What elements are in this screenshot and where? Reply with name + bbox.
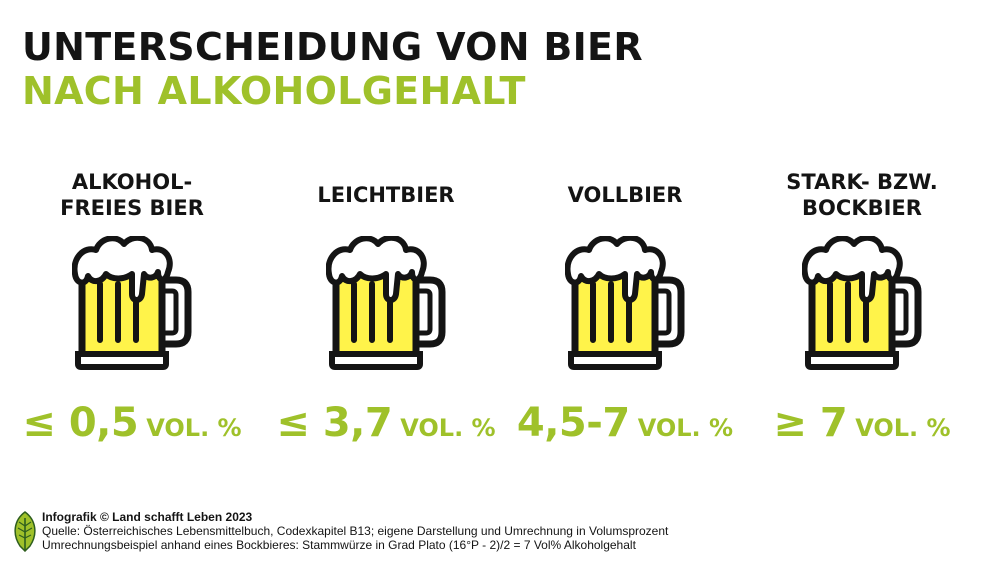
alcohol-value: ≤ 3,7 VOL. % xyxy=(266,400,506,446)
alcohol-value-unit: VOL. % xyxy=(637,414,734,442)
alcohol-value-unit: VOL. % xyxy=(146,414,242,442)
beer-mug-icon xyxy=(802,236,922,370)
beer-mug-icon xyxy=(565,236,685,370)
footer-credit: Infografik © Land schafft Leben 2023 xyxy=(42,510,253,524)
beer-mug-icon xyxy=(72,236,192,370)
category-card-leichtbier: LEICHTBIER ≤ 3,7 VOL. % xyxy=(266,160,506,460)
category-label: STARK- BZW. BOCKBIER xyxy=(742,160,982,230)
category-card-starkbier: STARK- BZW. BOCKBIER ≥ 7 VOL. % xyxy=(742,160,982,460)
category-label-line: LEICHTBIER xyxy=(317,183,455,207)
category-label-line: FREIES BIER xyxy=(60,196,204,220)
category-label: ALKOHOL- FREIES BIER xyxy=(12,160,252,230)
footer-text: Infografik © Land schafft Leben 2023 Que… xyxy=(42,510,668,552)
category-label-line: VOLLBIER xyxy=(567,183,683,207)
footer: Infografik © Land schafft Leben 2023 Que… xyxy=(10,510,970,562)
alcohol-value-unit: VOL. % xyxy=(400,414,496,442)
category-card-alkoholfrei: ALKOHOL- FREIES BIER ≤ 0,5 VOL. % xyxy=(12,160,252,460)
beer-mug-icon xyxy=(326,236,446,370)
footer-example: Umrechnungsbeispiel anhand eines Bockbie… xyxy=(42,538,636,552)
category-label-line: ALKOHOL- xyxy=(71,170,193,194)
alcohol-value: 4,5-7 VOL. % xyxy=(505,400,745,446)
page-title: UNTERSCHEIDUNG VON BIER xyxy=(22,25,643,69)
alcohol-value-number: ≤ 0,5 xyxy=(22,400,139,446)
alcohol-value: ≤ 0,5 VOL. % xyxy=(12,400,252,446)
footer-source: Quelle: Österreichisches Lebensmittelbuc… xyxy=(42,524,669,538)
alcohol-value-number: 4,5-7 xyxy=(516,400,630,446)
category-label-line: STARK- BZW. xyxy=(786,170,938,194)
category-label-line: BOCKBIER xyxy=(802,196,922,220)
category-label: LEICHTBIER xyxy=(266,160,506,230)
leaf-logo-icon xyxy=(14,511,36,552)
alcohol-value-number: ≥ 7 xyxy=(773,400,848,446)
alcohol-value-number: ≤ 3,7 xyxy=(276,400,393,446)
alcohol-value: ≥ 7 VOL. % xyxy=(742,400,982,446)
alcohol-value-unit: VOL. % xyxy=(855,414,951,442)
category-card-vollbier: VOLLBIER 4,5-7 VOL. % xyxy=(505,160,745,460)
category-label: VOLLBIER xyxy=(505,160,745,230)
page-subtitle: NACH ALKOHOLGEHALT xyxy=(22,69,526,113)
